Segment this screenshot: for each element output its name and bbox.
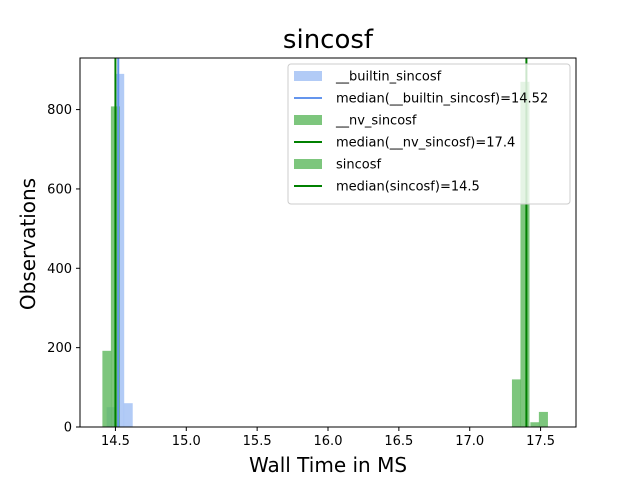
y-tick-label-3: 600	[47, 182, 72, 197]
x-tick-label-0: 14.5	[101, 434, 130, 449]
y-tick-label-0: 0	[64, 421, 72, 436]
x-tick-label-6: 17.5	[526, 434, 555, 449]
x-axis-title: Wall Time in MS	[249, 453, 407, 477]
y-axis-title: Observations	[16, 178, 40, 310]
x-tick-label-1: 15.0	[172, 434, 201, 449]
bar-1-1	[520, 81, 530, 427]
legend-swatch-2	[294, 115, 322, 125]
legend-label-2: __nv_sincosf	[335, 114, 417, 129]
bar-2-0	[102, 350, 112, 427]
legend-swatch-4	[294, 159, 322, 169]
bar-1-3	[538, 411, 548, 427]
legend-box	[287, 63, 571, 205]
x-tick-label-4: 16.5	[384, 434, 413, 449]
x-tick-label-3: 16.0	[314, 434, 343, 449]
plot-area	[102, 58, 548, 428]
y-tick-label-4: 800	[47, 103, 72, 118]
y-tick-label-1: 200	[47, 341, 72, 356]
y-tick-label-2: 400	[47, 262, 72, 277]
legend-label-5: median(sincosf)=14.5	[336, 180, 480, 195]
legend-label-1: median(__builtin_sincosf)=14.52	[336, 92, 548, 107]
legend-label-3: median(__nv_sincosf)=17.4	[336, 136, 515, 151]
bar-1-2	[530, 422, 540, 427]
legend-label-0: __builtin_sincosf	[335, 70, 442, 85]
axes: 14.5 15.0 15.5 16.0 16.5 17.0 17.5 0 200 400 600 80…	[47, 57, 577, 449]
legend-swatch-0	[294, 71, 322, 81]
legend-label-4: sincosf	[336, 158, 381, 173]
legend: __builtin_sincosf median(__builtin_sincos…	[287, 63, 571, 205]
x-tick-label-5: 17.0	[455, 434, 484, 449]
x-tick-label-2: 15.5	[243, 434, 272, 449]
bar-0-2	[123, 403, 133, 427]
bar-1-0	[511, 379, 522, 427]
chart-title: sincosf	[283, 25, 374, 55]
